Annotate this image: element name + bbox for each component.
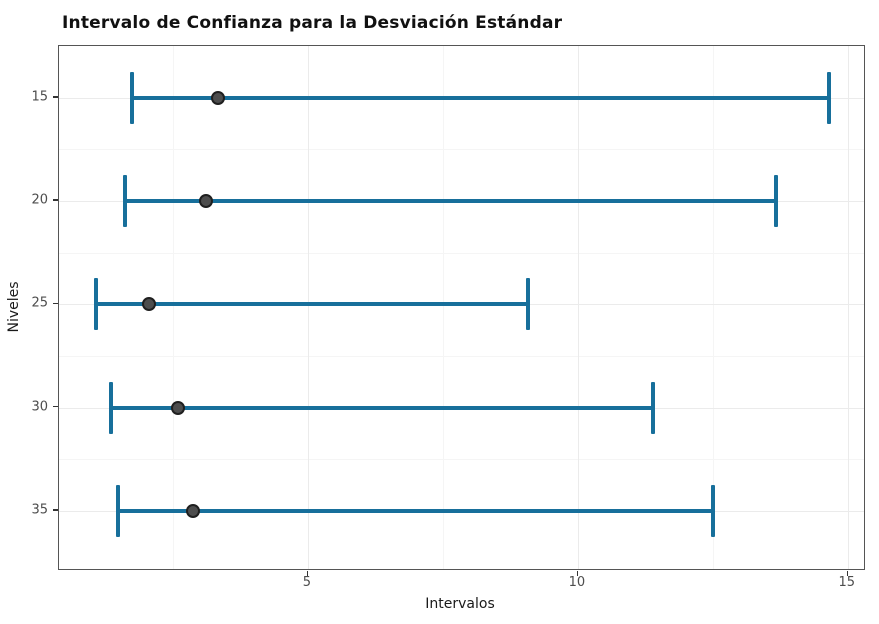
gridline-major-vertical [577, 46, 579, 569]
gridline-minor-vertical [712, 46, 714, 569]
x-axis-title: Intervalos [425, 596, 495, 612]
gridline-minor-vertical [172, 46, 174, 569]
y-tick-label: 25 [31, 295, 48, 311]
y-tick-mark [53, 405, 58, 408]
errorbar-line [110, 405, 653, 410]
gridline-minor-horizontal [59, 459, 864, 461]
y-tick-label: 15 [31, 89, 48, 105]
x-tick-label: 10 [568, 575, 586, 590]
y-tick-mark [53, 509, 58, 511]
chart-title: Intervalo de Confianza para la Desviació… [62, 13, 563, 33]
errorbar-line [95, 302, 528, 307]
errorbar-cap-upper [710, 484, 715, 537]
y-tick-label: 35 [31, 502, 48, 518]
gridline-minor-horizontal [59, 149, 864, 151]
y-tick-label: 30 [31, 399, 48, 415]
x-tick-label: 5 [302, 575, 312, 590]
x-tick-mark [576, 571, 579, 576]
y-tick-mark [53, 199, 58, 201]
y-axis-title: Niveles [6, 281, 22, 333]
gridline-minor-vertical [442, 46, 444, 569]
errorbar-cap-lower [108, 381, 113, 434]
estimate-point [142, 297, 157, 312]
estimate-point [185, 503, 200, 518]
errorbar-line [125, 199, 776, 204]
y-tick-mark [53, 302, 58, 305]
gridline-major-vertical [307, 46, 309, 569]
gridline-minor-horizontal [59, 252, 864, 254]
plot-panel [58, 45, 865, 570]
y-tick-mark [53, 96, 58, 98]
estimate-point [198, 194, 213, 209]
errorbar-cap-lower [115, 484, 120, 537]
errorbar-line [132, 95, 829, 100]
gridline-major-vertical [847, 46, 849, 569]
x-tick-mark [846, 571, 849, 576]
errorbar-cap-upper [525, 278, 530, 331]
errorbar-cap-lower [123, 175, 128, 228]
errorbar-cap-upper [650, 381, 655, 434]
errorbar-line [117, 508, 713, 513]
estimate-point [210, 90, 225, 105]
errorbar-cap-upper [826, 71, 831, 124]
estimate-point [170, 400, 185, 415]
errorbar-cap-lower [130, 71, 135, 124]
y-tick-label: 20 [31, 192, 48, 208]
x-tick-mark [306, 571, 309, 576]
x-tick-label: 15 [838, 575, 856, 590]
errorbar-cap-lower [93, 278, 98, 331]
gridline-minor-horizontal [59, 356, 864, 357]
errorbar-cap-upper [773, 175, 778, 228]
